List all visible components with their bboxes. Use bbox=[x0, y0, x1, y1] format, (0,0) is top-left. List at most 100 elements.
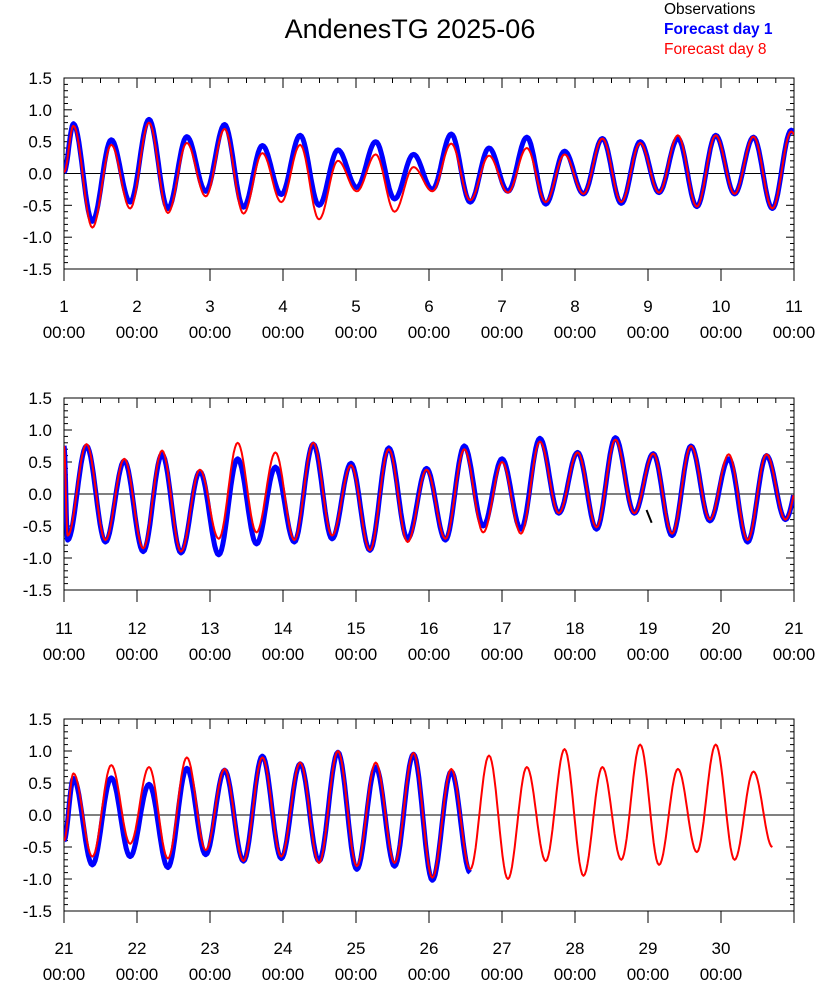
x-tick-label-day: 7 bbox=[497, 297, 506, 316]
x-tick-label-time: 00:00 bbox=[554, 965, 597, 981]
x-tick-label-time: 00:00 bbox=[481, 323, 524, 342]
y-tick-label: -1.5 bbox=[23, 260, 52, 279]
chart-title: AndenesTG 2025-06 bbox=[284, 14, 536, 44]
x-tick-label-time: 00:00 bbox=[116, 965, 159, 981]
y-tick-label: -0.5 bbox=[23, 196, 52, 215]
x-tick-label-time: 00:00 bbox=[627, 323, 670, 342]
x-tick-label-time: 00:00 bbox=[554, 645, 597, 664]
y-tick-label: 1.0 bbox=[28, 421, 52, 440]
x-tick-label-day: 6 bbox=[424, 297, 433, 316]
x-tick-label-time: 00:00 bbox=[189, 965, 232, 981]
x-tick-label-day: 4 bbox=[278, 297, 287, 316]
x-tick-label-day: 15 bbox=[347, 619, 366, 638]
x-tick-label-day: 21 bbox=[55, 939, 74, 958]
x-tick-label-day: 21 bbox=[785, 619, 804, 638]
x-tick-label-time: 00:00 bbox=[43, 645, 86, 664]
x-tick-label-time: 00:00 bbox=[408, 645, 451, 664]
x-tick-label-time: 00:00 bbox=[262, 645, 305, 664]
x-tick-label-time: 00:00 bbox=[262, 323, 305, 342]
series-forecast-day-8 bbox=[64, 743, 773, 880]
x-tick-label-time: 00:00 bbox=[335, 323, 378, 342]
y-tick-label: -1.5 bbox=[23, 902, 52, 921]
x-tick-label-time: 00:00 bbox=[481, 645, 524, 664]
x-tick-label-day: 20 bbox=[712, 619, 731, 638]
x-tick-label-day: 5 bbox=[351, 297, 360, 316]
x-tick-label-time: 00:00 bbox=[335, 965, 378, 981]
x-tick-label-time: 00:00 bbox=[627, 965, 670, 981]
x-tick-label-time: 00:00 bbox=[262, 965, 305, 981]
x-tick-label-day: 10 bbox=[712, 297, 731, 316]
series-forecast-day-8 bbox=[64, 121, 794, 229]
y-tick-label: 1.5 bbox=[28, 389, 52, 408]
x-tick-label-time: 00:00 bbox=[408, 965, 451, 981]
y-tick-label: 1.0 bbox=[28, 101, 52, 120]
x-tick-label-time: 00:00 bbox=[627, 645, 670, 664]
x-tick-label-time: 00:00 bbox=[773, 323, 816, 342]
x-tick-label-day: 11 bbox=[55, 619, 73, 638]
x-tick-label-day: 23 bbox=[201, 939, 220, 958]
x-tick-label-time: 00:00 bbox=[700, 645, 743, 664]
x-tick-label-time: 00:00 bbox=[43, 323, 86, 342]
legend: Observations Forecast day 1 Forecast day… bbox=[664, 0, 773, 60]
series-forecast-day-1 bbox=[64, 116, 794, 224]
x-tick-label-day: 17 bbox=[493, 619, 512, 638]
x-tick-label-day: 13 bbox=[201, 619, 220, 638]
x-tick-label-time: 00:00 bbox=[116, 645, 159, 664]
series-observations bbox=[645, 509, 653, 524]
x-tick-label-day: 16 bbox=[420, 619, 439, 638]
x-tick-label-time: 00:00 bbox=[189, 323, 232, 342]
legend-forecast-day-8: Forecast day 8 bbox=[664, 41, 767, 58]
x-tick-label-day: 22 bbox=[128, 939, 147, 958]
x-tick-label-day: 25 bbox=[347, 939, 366, 958]
series-forecast-day-8 bbox=[64, 438, 794, 553]
y-tick-label: 0.5 bbox=[28, 133, 52, 152]
y-tick-label: 0.0 bbox=[28, 806, 52, 825]
x-tick-label-day: 11 bbox=[785, 297, 803, 316]
x-tick-label-time: 00:00 bbox=[116, 323, 159, 342]
x-tick-label-day: 24 bbox=[274, 939, 293, 958]
legend-forecast-day-1: Forecast day 1 bbox=[664, 21, 773, 38]
y-tick-label: -0.5 bbox=[23, 838, 52, 857]
chart-panel-3: 1.5 1.0 0.5 0.0 -0.5 -1.0 -1.521 00:00 22 00:00 23… bbox=[23, 710, 795, 981]
x-tick-label-time: 00:00 bbox=[773, 645, 816, 664]
y-tick-label: 1.5 bbox=[28, 69, 52, 88]
x-tick-label-day: 3 bbox=[205, 297, 214, 316]
y-tick-label: -1.5 bbox=[23, 581, 52, 600]
x-tick-label-time: 00:00 bbox=[189, 645, 232, 664]
x-tick-label-day: 8 bbox=[570, 297, 579, 316]
y-tick-label: -1.0 bbox=[23, 228, 52, 247]
y-tick-label: -1.0 bbox=[23, 549, 52, 568]
y-tick-label: 0.5 bbox=[28, 453, 52, 472]
x-tick-label-day: 28 bbox=[566, 939, 585, 958]
x-tick-label-time: 00:00 bbox=[408, 323, 451, 342]
y-tick-label: -0.5 bbox=[23, 517, 52, 536]
x-tick-label-day: 30 bbox=[712, 939, 731, 958]
y-tick-label: 1.5 bbox=[28, 710, 52, 729]
x-tick-label-day: 1 bbox=[59, 297, 68, 316]
x-tick-label-time: 00:00 bbox=[700, 323, 743, 342]
y-tick-label: 1.0 bbox=[28, 742, 52, 761]
x-tick-label-day: 2 bbox=[132, 297, 141, 316]
y-tick-label: 0.0 bbox=[28, 165, 52, 184]
y-tick-label: 0.5 bbox=[28, 774, 52, 793]
x-tick-label-day: 9 bbox=[643, 297, 652, 316]
chart-panel-2: 1.5 1.0 0.5 0.0 -0.5 -1.0 -1.511 00:00 12 00:00 13… bbox=[23, 389, 816, 664]
x-tick-label-day: 14 bbox=[274, 619, 293, 638]
x-tick-label-time: 00:00 bbox=[481, 965, 524, 981]
x-tick-label-time: 00:00 bbox=[700, 965, 743, 981]
x-tick-label-day: 19 bbox=[639, 619, 658, 638]
x-tick-label-day: 18 bbox=[566, 619, 585, 638]
y-tick-label: -1.0 bbox=[23, 870, 52, 889]
y-tick-label: 0.0 bbox=[28, 485, 52, 504]
x-tick-label-day: 12 bbox=[128, 619, 147, 638]
chart-panel-1: 1.5 1.0 0.5 0.0 -0.5 -1.0 -1.5 1 00:00 2 00:00 3 00:… bbox=[23, 69, 816, 342]
x-tick-label-time: 00:00 bbox=[43, 965, 86, 981]
series-forecast-day-1 bbox=[64, 435, 794, 558]
legend-observations: Observations bbox=[664, 1, 756, 18]
x-tick-label-day: 27 bbox=[493, 939, 512, 958]
x-tick-label-day: 26 bbox=[420, 939, 439, 958]
x-tick-label-time: 00:00 bbox=[335, 645, 378, 664]
x-tick-label-day: 29 bbox=[639, 939, 658, 958]
x-tick-label-time: 00:00 bbox=[554, 323, 597, 342]
